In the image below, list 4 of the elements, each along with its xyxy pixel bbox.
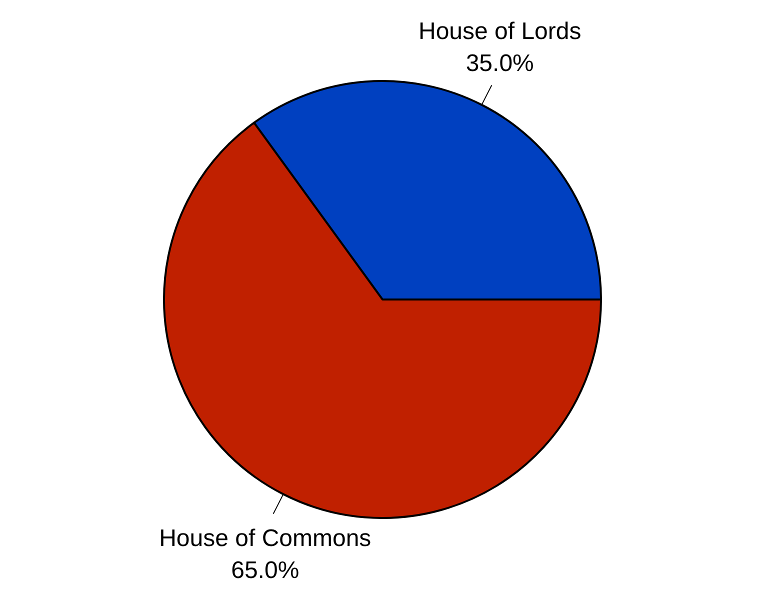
slice-label: House of Lords — [418, 18, 582, 46]
slice-label: House of Commons — [159, 524, 372, 552]
data-label: 35.0% — [466, 50, 534, 78]
data-label: 65.0% — [231, 556, 300, 584]
